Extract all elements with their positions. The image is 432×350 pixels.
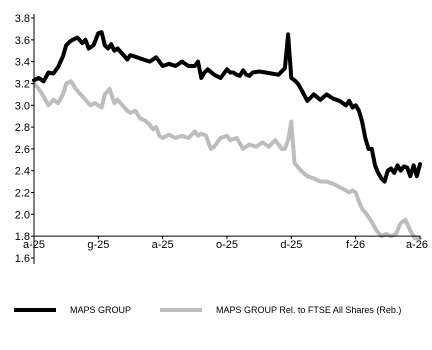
x-tick-label: o-25 xyxy=(216,239,238,251)
series-layer xyxy=(32,30,422,241)
axis-layer: 1.6 1.8 2.0 2.2 2.4 2.6 2.8 3.0 3.2 3.4 3.6 3.8 a-25… xyxy=(15,13,428,265)
y-tick-label: 3.4 xyxy=(15,57,30,69)
y-tick-label: 2.0 xyxy=(15,209,30,221)
series-line-1 xyxy=(32,30,422,184)
legend-label-1: MAPS GROUP xyxy=(70,305,131,315)
y-tick-label: 3.2 xyxy=(15,78,30,90)
y-tick-label: 2.4 xyxy=(15,166,30,178)
y-tick-label: 3.0 xyxy=(15,100,30,112)
y-tick-label: 3.6 xyxy=(15,35,30,47)
y-tick-label: 2.2 xyxy=(15,188,30,200)
y-tick-label: 1.6 xyxy=(15,253,30,265)
y-tick-label: 1.8 xyxy=(15,231,30,243)
legend: MAPS GROUP MAPS GROUP Rel. to FTSE All Sh… xyxy=(14,305,401,315)
x-tick-label: g-25 xyxy=(87,239,109,251)
x-tick-label: a-25 xyxy=(152,239,174,251)
series-line-2 xyxy=(32,79,422,241)
y-tick-label: 3.8 xyxy=(15,13,30,25)
x-tick-label: f-26 xyxy=(346,239,365,251)
x-tick-label: a-25 xyxy=(23,239,45,251)
x-tick-label: a-26 xyxy=(406,239,428,251)
x-tick-label: d-25 xyxy=(280,239,302,251)
y-tick-label: 2.8 xyxy=(15,122,30,134)
y-tick-label: 2.6 xyxy=(15,144,30,156)
legend-label-2: MAPS GROUP Rel. to FTSE All Shares (Reb.… xyxy=(216,305,401,315)
